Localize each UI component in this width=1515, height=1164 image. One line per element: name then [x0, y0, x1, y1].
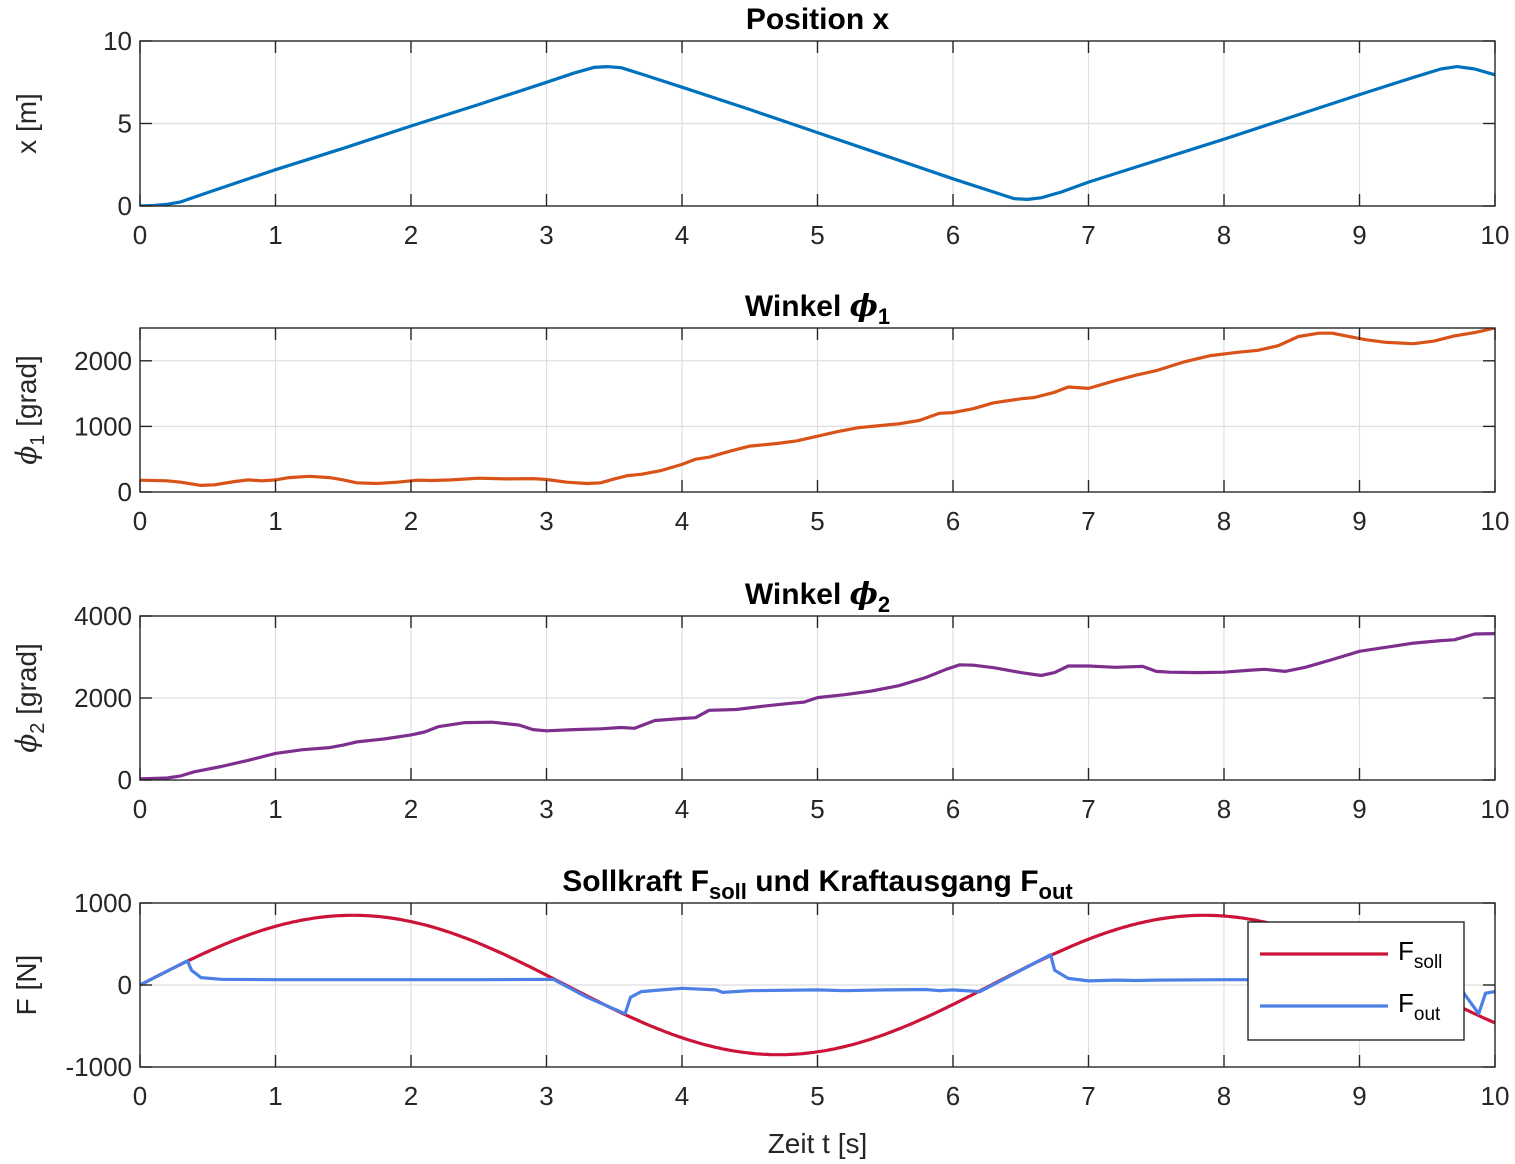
- legend-box: [1247, 921, 1465, 1041]
- x-tick-label: 9: [1352, 506, 1366, 536]
- x-tick-label: 3: [539, 1081, 553, 1111]
- y-tick-label: 0: [118, 970, 132, 1000]
- x-tick-label: 5: [810, 1081, 824, 1111]
- y-tick-label: 2000: [74, 683, 132, 713]
- series-line-1: [140, 328, 1495, 487]
- x-tick-label: 10: [1481, 220, 1510, 250]
- x-tick-label: 1: [268, 794, 282, 824]
- y-tick-label: 5: [118, 109, 132, 139]
- x-tick-label: 0: [133, 220, 147, 250]
- x-tick-label: 2: [404, 1081, 418, 1111]
- y-tick-label: 10: [103, 26, 132, 56]
- x-tick-label: 4: [675, 794, 689, 824]
- x-tick-label: 9: [1352, 220, 1366, 250]
- legend-entry: Fsoll: [1398, 936, 1442, 973]
- x-tick-label: 4: [675, 506, 689, 536]
- x-tick-label: 4: [675, 1081, 689, 1111]
- subplot-winkel-phi1: 0 1 2 3 4 5 6 7 8 9 10 0 1000 2000 Winkel ϕ1 ϕ1 [grad]: [10, 289, 1509, 536]
- subplot-winkel-phi2: 0 1 2 3 4 5 6 7 8 9 10 0 2000 4000 Winkel ϕ2 ϕ2 [grad]: [10, 577, 1509, 824]
- x-tick-label: 0: [133, 794, 147, 824]
- y-tick-label: -1000: [66, 1052, 133, 1082]
- y-axis-label: ϕ2 [grad]: [10, 643, 49, 753]
- x-tick-label: 4: [675, 220, 689, 250]
- x-tick-label: 2: [404, 506, 418, 536]
- x-tick-label: 10: [1481, 506, 1510, 536]
- y-axis-label: x [m]: [11, 93, 42, 154]
- legend: Fsoll Fout: [1247, 921, 1465, 1041]
- x-tick-label: 1: [268, 506, 282, 536]
- subplot-position-x: 0 1 2 3 4 5 6 7 8 9 10 0 5 10 Position x x [m]: [11, 3, 1509, 250]
- x-tick-label: 8: [1217, 794, 1231, 824]
- x-tick-label: 6: [946, 1081, 960, 1111]
- x-tick-label: 7: [1081, 794, 1095, 824]
- x-tick-label: 8: [1217, 506, 1231, 536]
- x-tick-label: 7: [1081, 1081, 1095, 1111]
- x-tick-label: 9: [1352, 794, 1366, 824]
- chart-title: Winkel ϕ1: [745, 289, 890, 329]
- y-axis-label: ϕ1 [grad]: [10, 355, 49, 465]
- x-tick-label: 2: [404, 794, 418, 824]
- x-tick-label: 5: [810, 506, 824, 536]
- y-tick-label: 4000: [74, 601, 132, 631]
- chart-title: Position x: [746, 3, 890, 36]
- x-tick-label: 0: [133, 506, 147, 536]
- x-tick-label: 6: [946, 794, 960, 824]
- legend-entry: Fout: [1398, 988, 1441, 1025]
- x-axis-label: Zeit t [s]: [768, 1128, 868, 1159]
- y-tick-label: 2000: [74, 346, 132, 376]
- y-tick-label: 1000: [74, 411, 132, 441]
- series-line-1: [140, 632, 1495, 780]
- x-tick-label: 8: [1217, 220, 1231, 250]
- x-tick-label: 0: [133, 1081, 147, 1111]
- y-tick-label: 0: [118, 477, 132, 507]
- x-tick-label: 1: [268, 220, 282, 250]
- y-axis-label: F [N]: [11, 955, 42, 1016]
- x-tick-label: 6: [946, 220, 960, 250]
- x-tick-label: 5: [810, 794, 824, 824]
- x-tick-label: 3: [539, 220, 553, 250]
- y-tick-label: 0: [118, 765, 132, 795]
- x-tick-label: 1: [268, 1081, 282, 1111]
- chart-title: Winkel ϕ2: [745, 577, 890, 617]
- x-tick-label: 2: [404, 220, 418, 250]
- y-tick-label: 1000: [74, 888, 132, 918]
- x-tick-label: 7: [1081, 506, 1095, 536]
- x-tick-label: 10: [1481, 1081, 1510, 1111]
- x-tick-label: 8: [1217, 1081, 1231, 1111]
- chart-title: Sollkraft Fsoll und Kraftausgang Fout: [562, 865, 1073, 904]
- x-tick-label: 9: [1352, 1081, 1366, 1111]
- x-tick-label: 7: [1081, 220, 1095, 250]
- series-line-1: [140, 65, 1495, 206]
- x-tick-label: 10: [1481, 794, 1510, 824]
- y-tick-label: 0: [118, 191, 132, 221]
- x-tick-label: 5: [810, 220, 824, 250]
- x-tick-label: 6: [946, 506, 960, 536]
- x-tick-label: 3: [539, 506, 553, 536]
- x-tick-label: 3: [539, 794, 553, 824]
